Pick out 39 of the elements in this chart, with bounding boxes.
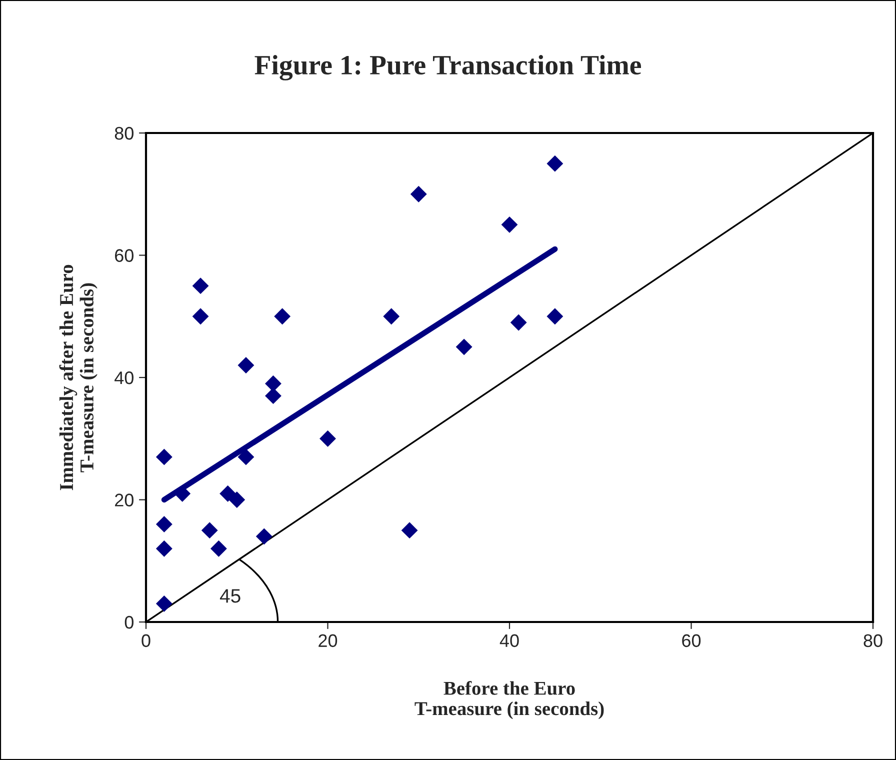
annotation: 45 <box>220 589 240 603</box>
point <box>228 492 246 508</box>
point <box>201 522 218 539</box>
point <box>156 540 172 557</box>
point <box>192 308 209 325</box>
y-tick-label: 20 <box>115 494 134 506</box>
x-axis-title: Before the Euro T-measure (in seconds) <box>414 680 604 720</box>
point <box>501 216 518 233</box>
point <box>210 540 227 557</box>
y-tick-label: 60 <box>115 249 134 262</box>
point <box>401 522 418 539</box>
point <box>256 528 272 545</box>
point <box>546 308 564 325</box>
chart-title: Figure 1: Pure Transaction Time <box>254 55 641 80</box>
point <box>238 357 254 374</box>
point <box>156 516 172 532</box>
point <box>156 595 172 612</box>
point <box>220 485 236 502</box>
point <box>265 375 282 392</box>
y-tick-label: 80 <box>114 126 134 140</box>
point <box>383 308 400 325</box>
point <box>156 448 172 466</box>
point <box>320 430 336 447</box>
point <box>238 448 254 466</box>
y-axis-title: Immediately after the Euro T-measure (in seconds) <box>59 264 98 490</box>
point <box>192 278 209 294</box>
point <box>546 155 564 172</box>
x-tick-label: 0 <box>142 634 150 648</box>
point <box>274 308 291 325</box>
y-tick-label: 40 <box>114 371 134 384</box>
x-tick-label: 40 <box>500 634 519 648</box>
x-tick-label: 20 <box>318 634 338 648</box>
point <box>510 314 527 331</box>
point <box>410 186 427 202</box>
point <box>265 388 282 404</box>
x-tick-label: 60 <box>682 634 701 648</box>
point <box>456 338 472 356</box>
x-tick-label: 80 <box>864 634 882 648</box>
y-tick-label: 0 <box>124 616 134 629</box>
